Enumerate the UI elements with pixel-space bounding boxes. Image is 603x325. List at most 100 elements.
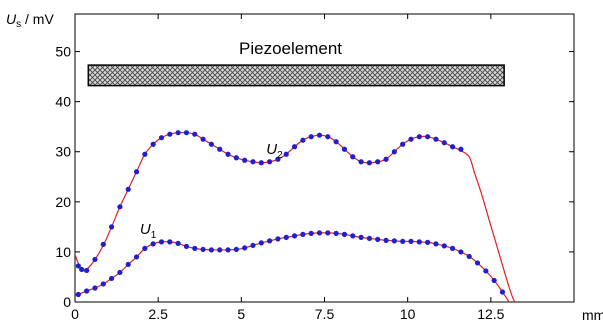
U2-point	[358, 159, 364, 165]
U1-point	[183, 243, 190, 250]
U1-point	[491, 277, 497, 284]
U2-point	[250, 159, 256, 165]
piezoelement-label: Piezoelement	[239, 39, 342, 58]
U1-point	[217, 247, 223, 253]
U2-point	[125, 186, 131, 192]
U1-point	[192, 245, 198, 252]
U2-point	[100, 241, 106, 247]
U2-point	[258, 160, 264, 166]
U1-point	[150, 241, 156, 247]
U2-point	[192, 131, 198, 137]
U1-point	[425, 239, 431, 245]
U2-point	[275, 156, 281, 162]
U1-point	[466, 253, 472, 260]
U1-point	[208, 247, 214, 253]
U1-point	[366, 235, 373, 241]
piezoelement-bar-group	[87, 64, 505, 87]
y-axis-subscript: s	[16, 19, 21, 30]
U1-point	[100, 281, 106, 287]
U1-point	[75, 291, 81, 298]
U1-point	[441, 243, 447, 249]
U2-point	[175, 130, 181, 136]
U1-point	[233, 246, 239, 253]
U1-point	[483, 268, 489, 274]
U2-point	[75, 263, 81, 269]
U1-point	[258, 240, 264, 246]
y-tick-label: 40	[55, 94, 71, 110]
x-tick-label: 12.5	[477, 306, 504, 322]
U1-point	[158, 239, 165, 245]
U2-point	[449, 144, 456, 150]
U2-point	[217, 146, 223, 152]
x-tick-label: 10	[400, 306, 416, 322]
U2-point	[267, 159, 273, 165]
U1-point	[283, 234, 289, 240]
U2-point	[108, 224, 115, 230]
U2-label-symbol: U	[266, 141, 277, 158]
U2-point	[375, 159, 381, 165]
U2-point	[366, 160, 373, 166]
U1-point	[433, 241, 439, 247]
U2-point	[233, 155, 239, 161]
U1-label-symbol: U	[140, 221, 151, 238]
x-tick-label: 5	[237, 306, 245, 322]
U2-point	[208, 141, 214, 147]
U1-point	[333, 230, 339, 236]
U1-point	[400, 238, 406, 244]
U1-point	[474, 260, 481, 266]
U1-point	[458, 249, 464, 255]
U2-point	[300, 137, 306, 143]
y-axis-symbol: U	[6, 11, 17, 27]
U1-point	[316, 230, 323, 236]
U2-point	[341, 146, 348, 152]
data-points	[75, 130, 506, 298]
U1-point	[225, 247, 231, 253]
U2-point	[117, 204, 123, 210]
U1-point	[358, 234, 364, 240]
x-tick-label: 7.5	[315, 306, 335, 322]
U2-label: U2	[266, 141, 283, 161]
U1-point	[167, 239, 173, 245]
y-axis-unit: / mV	[21, 11, 54, 27]
U2-point	[283, 151, 289, 157]
U1-point	[117, 269, 123, 276]
U2-point	[325, 134, 331, 140]
U1-label-subscript: 1	[151, 230, 157, 241]
x-tick-label: 0	[71, 306, 79, 322]
U1-point	[383, 237, 389, 243]
U2-point	[142, 151, 148, 157]
U2-point	[408, 136, 414, 142]
U1-point	[300, 231, 306, 237]
y-tick-label: 20	[55, 194, 71, 210]
U2-point	[242, 157, 248, 163]
U1-fit-curve	[75, 232, 510, 302]
U2-point	[183, 130, 190, 136]
U1-point	[242, 245, 248, 251]
U1-point	[125, 261, 131, 268]
U1-point	[175, 240, 181, 246]
piezoelement-bar	[87, 64, 505, 87]
U2-point	[200, 136, 206, 142]
U1-point	[408, 238, 414, 244]
U1-point	[325, 230, 331, 236]
y-tick-label: 30	[55, 144, 71, 160]
U2-point	[416, 134, 422, 140]
U1-point	[449, 245, 456, 252]
U2-point	[150, 141, 156, 147]
x-axis-label: mm	[582, 307, 603, 323]
U2-point	[291, 144, 298, 150]
U2-point	[225, 151, 231, 157]
U2-point	[433, 136, 439, 142]
U2-point	[391, 149, 397, 155]
U1-point	[350, 233, 356, 239]
U1-point	[267, 238, 273, 244]
U2-point	[441, 140, 447, 146]
y-tick-label: 0	[63, 294, 71, 310]
U1-point	[92, 285, 98, 291]
U1-point	[275, 236, 281, 242]
U2-point	[84, 267, 90, 274]
U2-point	[333, 139, 339, 145]
U2-label-subscript: 2	[277, 150, 283, 161]
